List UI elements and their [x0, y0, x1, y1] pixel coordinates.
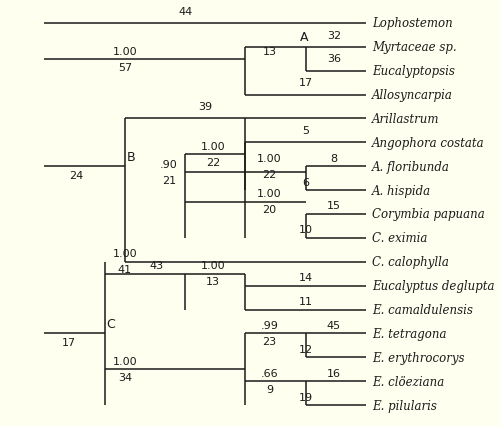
Text: 1.00: 1.00 [112, 356, 137, 366]
Text: E. tetragona: E. tetragona [372, 327, 446, 340]
Text: 10: 10 [298, 225, 312, 235]
Text: 20: 20 [262, 205, 276, 215]
Text: E. camaldulensis: E. camaldulensis [372, 303, 473, 317]
Text: Corymbia papuana: Corymbia papuana [372, 208, 485, 221]
Text: 1.00: 1.00 [257, 189, 282, 199]
Text: 14: 14 [298, 273, 313, 282]
Text: 44: 44 [178, 7, 192, 17]
Text: 22: 22 [206, 157, 220, 167]
Text: 13: 13 [262, 47, 276, 57]
Text: 1.00: 1.00 [112, 47, 137, 57]
Text: E. pilularis: E. pilularis [372, 399, 437, 412]
Text: .66: .66 [260, 368, 278, 378]
Text: Angophora costata: Angophora costata [372, 136, 484, 150]
Text: 24: 24 [70, 170, 84, 180]
Text: 9: 9 [266, 384, 273, 394]
Text: Myrtaceae sp.: Myrtaceae sp. [372, 41, 456, 54]
Text: 1.00: 1.00 [257, 153, 282, 163]
Text: 36: 36 [327, 55, 341, 64]
Text: 57: 57 [118, 63, 132, 73]
Text: Eucalyptopsis: Eucalyptopsis [372, 65, 455, 78]
Text: .90: .90 [160, 159, 178, 169]
Text: Eucalyptus deglupta: Eucalyptus deglupta [372, 279, 494, 293]
Text: 1.00: 1.00 [201, 261, 226, 271]
Text: 6: 6 [302, 177, 309, 187]
Text: 43: 43 [150, 261, 164, 271]
Text: 45: 45 [327, 320, 341, 330]
Text: 1.00: 1.00 [201, 141, 226, 151]
Text: 23: 23 [262, 336, 276, 346]
Text: 17: 17 [62, 337, 76, 347]
Text: 15: 15 [327, 201, 341, 211]
Text: 32: 32 [327, 31, 341, 40]
Text: Lophostemon: Lophostemon [372, 17, 453, 30]
Text: C. eximia: C. eximia [372, 232, 428, 245]
Text: C: C [106, 317, 116, 330]
Text: 41: 41 [118, 265, 132, 274]
Text: 17: 17 [298, 78, 313, 88]
Text: E. erythrocorys: E. erythrocorys [372, 351, 464, 364]
Text: 34: 34 [118, 372, 132, 382]
Text: 39: 39 [198, 102, 212, 112]
Text: .99: .99 [260, 320, 278, 330]
Text: A. floribunda: A. floribunda [372, 160, 450, 173]
Text: C. calophylla: C. calophylla [372, 256, 449, 269]
Text: E. clöeziana: E. clöeziana [372, 375, 444, 388]
Text: 5: 5 [302, 126, 309, 136]
Text: 16: 16 [327, 368, 341, 378]
Text: Allosyncarpia: Allosyncarpia [372, 89, 453, 102]
Text: 12: 12 [298, 344, 313, 354]
Text: 22: 22 [262, 169, 276, 179]
Text: 21: 21 [162, 175, 176, 185]
Text: 13: 13 [206, 276, 220, 286]
Text: A. hispida: A. hispida [372, 184, 431, 197]
Text: 11: 11 [298, 296, 312, 306]
Text: 1.00: 1.00 [112, 249, 137, 259]
Text: 19: 19 [298, 391, 313, 402]
Text: 8: 8 [330, 153, 338, 163]
Text: A: A [300, 31, 308, 44]
Text: B: B [127, 150, 136, 163]
Text: Arillastrum: Arillastrum [372, 112, 440, 126]
